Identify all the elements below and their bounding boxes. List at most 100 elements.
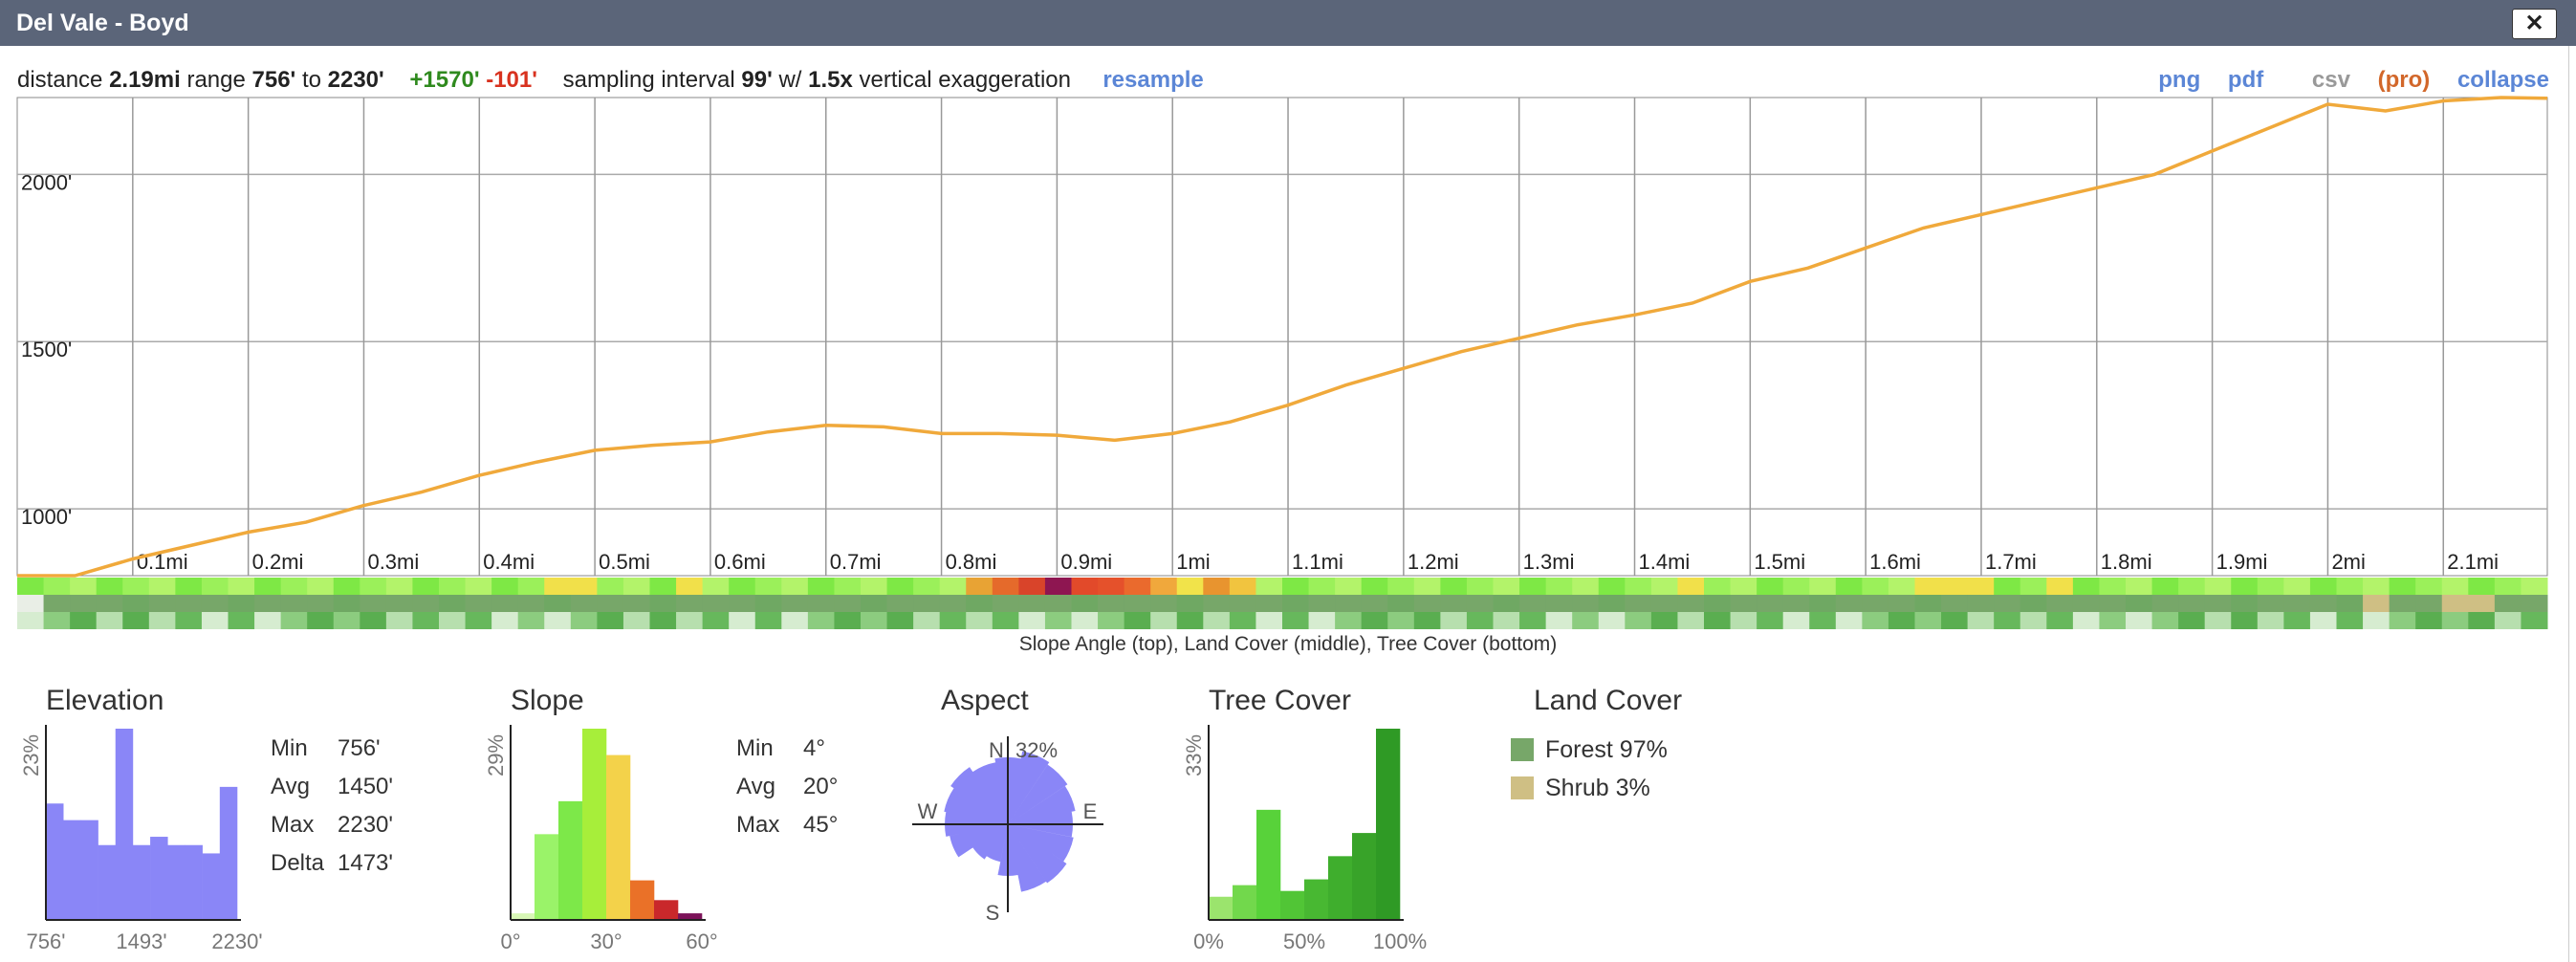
tree-cover-cell [886, 612, 914, 629]
slope-cell [570, 578, 598, 595]
land-cover-cell [966, 595, 993, 612]
land-cover-cell [939, 595, 967, 612]
land-cover-cell [2257, 595, 2284, 612]
elevation-gain: +1570' [409, 67, 480, 93]
land-cover-cell [1677, 595, 1705, 612]
plot-frame [16, 97, 2548, 577]
x-tick-label: 0.8mi [946, 550, 997, 574]
land-cover-cell [2178, 595, 2206, 612]
tree-cover-cell [1255, 612, 1283, 629]
land-cover-cell [597, 595, 624, 612]
slope-cell [1862, 578, 1889, 595]
tree-cover-cell [1967, 612, 1995, 629]
close-icon[interactable]: ✕ [2512, 9, 2557, 39]
tree-cover-cell [1994, 612, 2021, 629]
tree-cover-cell [861, 612, 888, 629]
range-max: 2230' [327, 67, 384, 93]
slope-cell [1545, 578, 1573, 595]
land-cover-cell [1994, 595, 2021, 612]
x-tick-label: 1mi [1176, 550, 1210, 574]
land-cover-cell [676, 595, 704, 612]
elevation-x-tick: 756' [27, 929, 66, 953]
tree-cover-bar [1352, 833, 1377, 920]
land-cover-cell [1255, 595, 1283, 612]
elevation-y-label: 23% [19, 734, 43, 776]
land-cover-cell [2441, 595, 2469, 612]
x-tick-label: 1.4mi [1639, 550, 1691, 574]
land-cover-cell [544, 595, 572, 612]
png-link[interactable]: png [2158, 67, 2201, 93]
land-cover-cell [385, 595, 413, 612]
land-cover-cell [1044, 595, 1072, 612]
slope-cell [2126, 578, 2153, 595]
aspect-n-label: N [989, 738, 1004, 762]
land-cover-cell [1361, 595, 1388, 612]
tree-cover-cell [966, 612, 993, 629]
tree-cover-bar [1304, 879, 1329, 920]
tree-cover-cell [96, 612, 123, 629]
land-cover-cell [1914, 595, 1942, 612]
pdf-link[interactable]: pdf [2227, 67, 2264, 93]
land-cover-cell [702, 595, 730, 612]
slope-cell [913, 578, 941, 595]
tree-cover-cell [1018, 612, 1046, 629]
tree-cover-cell [1545, 612, 1573, 629]
stat-label: Min [736, 735, 774, 761]
land-cover-cell [1150, 595, 1178, 612]
elevation-bar [115, 729, 134, 920]
resample-link[interactable]: resample [1102, 67, 1204, 93]
land-cover-cell [622, 595, 650, 612]
land-cover-cell [2521, 595, 2548, 612]
x-tick-label: 2.1mi [2447, 550, 2499, 574]
slope-cell [2283, 578, 2311, 595]
exaggeration-label: vertical exaggeration [859, 67, 1071, 93]
tree-cover-cell [2441, 612, 2469, 629]
land-cover-cell [70, 595, 98, 612]
slope-cell [333, 578, 360, 595]
elevation-bar [167, 844, 186, 920]
slope-bar [535, 834, 559, 920]
land-cover-cell [2468, 595, 2496, 612]
tree-cover-cell [1440, 612, 1468, 629]
land-cover-cell [17, 595, 45, 612]
tree-cover-cell [280, 612, 308, 629]
slope-cell [465, 578, 492, 595]
elevation-profile-chart[interactable]: 2000' 1500' 1000' 0.1mi 0.2mi 0.3mi 0.4mi 0.5mi… [0, 0, 2576, 669]
tree-cover-cell [1387, 612, 1415, 629]
slope-cell [1044, 578, 1072, 595]
collapse-link[interactable]: collapse [2456, 67, 2549, 93]
slope-cell [1809, 578, 1837, 595]
slope-cell [622, 578, 650, 595]
tree-cover-cell [1730, 612, 1757, 629]
x-tick-label: 2mi [2331, 550, 2365, 574]
tree-cover-cell [1203, 612, 1231, 629]
slope-max: 45° [803, 812, 839, 838]
tree-cover-cell [1782, 612, 1810, 629]
slope-cell [122, 578, 150, 595]
tree-cover-cell [43, 612, 71, 629]
tree-cover-cell [2151, 612, 2179, 629]
land-cover-cell [1545, 595, 1573, 612]
x-tick-label: 0.1mi [137, 550, 188, 574]
tree-cover-cell [913, 612, 941, 629]
tree-cover-cell [2283, 612, 2311, 629]
land-cover-cell [1493, 595, 1520, 612]
land-cover-cell [439, 595, 467, 612]
csv-pro-link[interactable]: csv (pro) [2291, 67, 2430, 93]
land-cover-cell [992, 595, 1019, 612]
y-tick-label: 2000' [21, 170, 72, 194]
tree-cover-cell [649, 612, 677, 629]
right-edge [2568, 46, 2576, 962]
distance-label: distance [17, 67, 103, 93]
tree-cover-cell [385, 612, 413, 629]
pro-label: (pro) [2377, 67, 2431, 93]
csv-label: csv [2311, 67, 2350, 93]
tree-cover-bar [1280, 890, 1305, 920]
elevation-bar [150, 837, 168, 920]
tree-cover-x-tick: 50% [1283, 929, 1325, 953]
land-cover-cell [1071, 595, 1099, 612]
slope-cell [1730, 578, 1757, 595]
slope-cell [1176, 578, 1204, 595]
tree-cover-cell [2468, 612, 2496, 629]
land-cover-cell [2494, 595, 2521, 612]
